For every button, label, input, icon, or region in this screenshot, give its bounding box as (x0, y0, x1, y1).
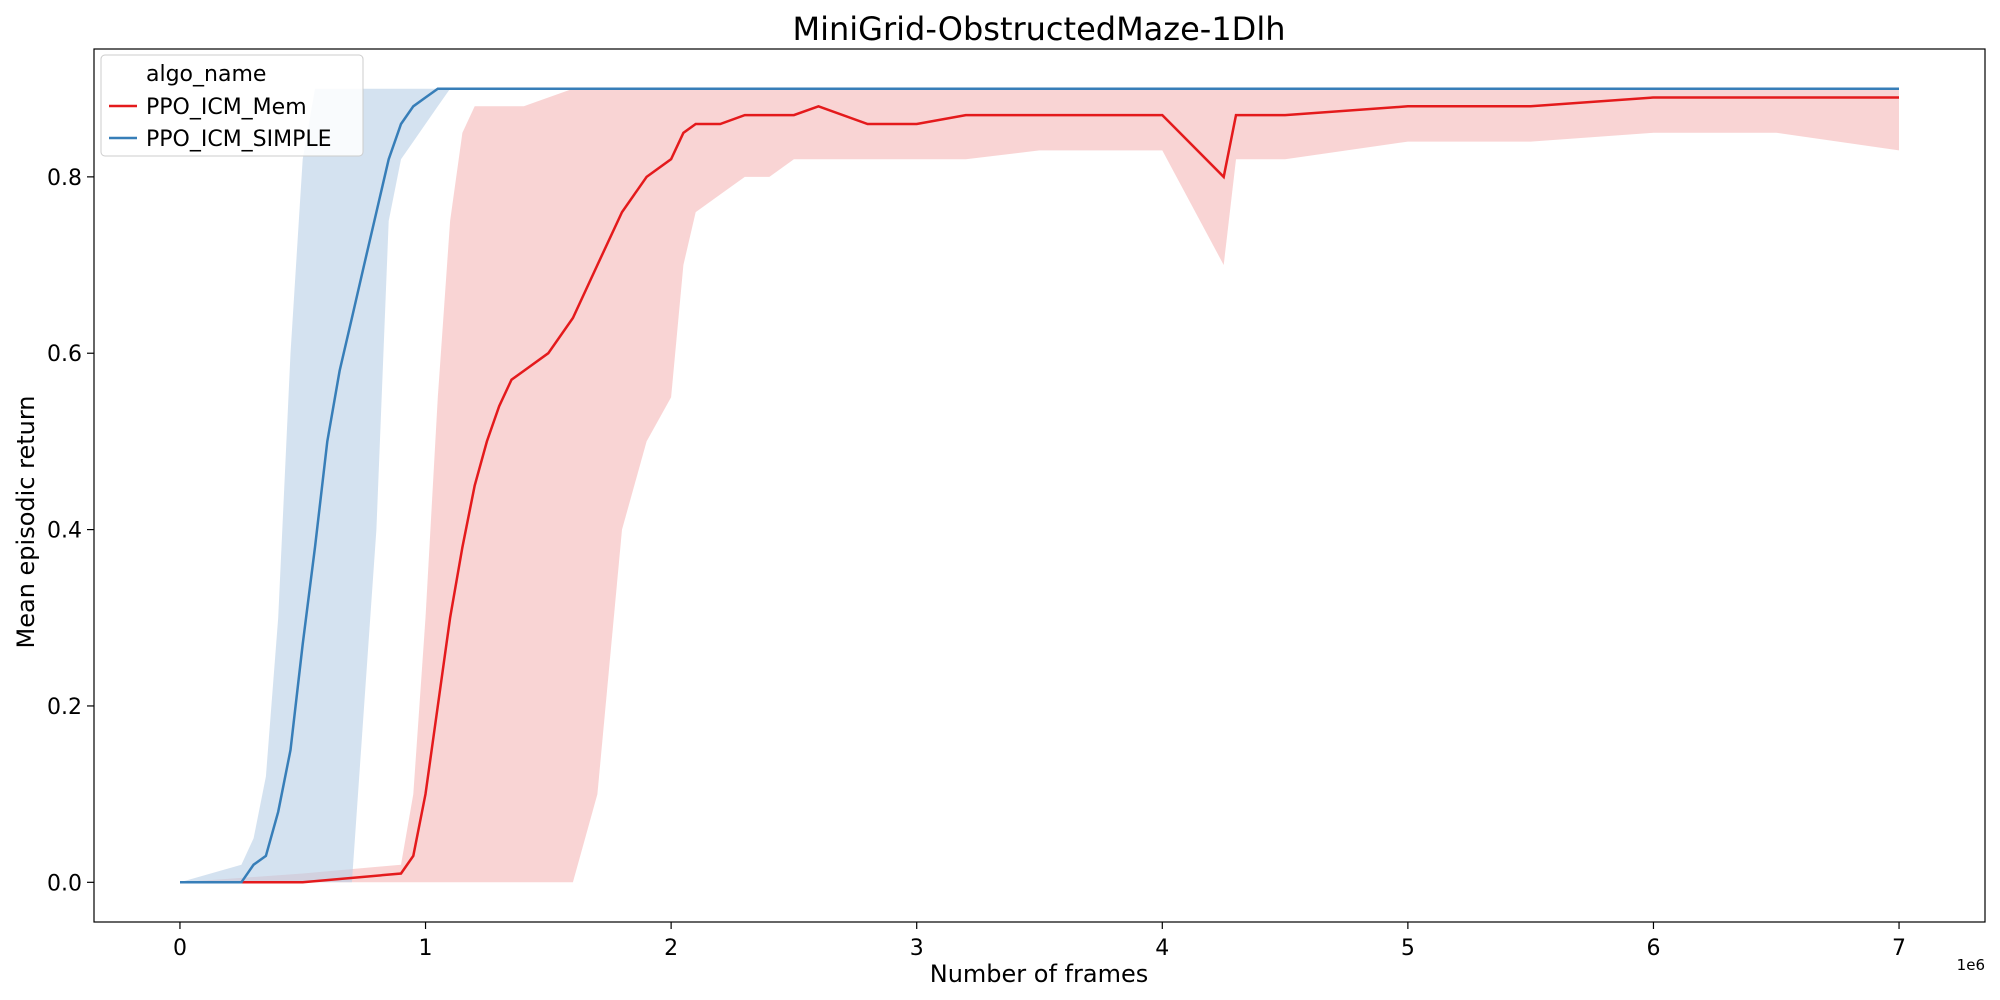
x-tick-label: 0 (173, 936, 187, 961)
legend: algo_name PPO_ICM_Mem PPO_ICM_SIMPLE (100, 54, 364, 157)
x-tick-label: 4 (1155, 936, 1169, 961)
confidence-band-1 (180, 88, 1899, 883)
series-line-0 (180, 96, 1899, 884)
y-tick-label: 0.6 (47, 342, 82, 367)
x-tick-label: 6 (1646, 936, 1660, 961)
y-tick-label: 0.0 (47, 871, 82, 896)
x-axis-offset-label: 1e6 (1957, 956, 1985, 974)
plot-area (180, 87, 1899, 884)
series-line-1 (180, 87, 1899, 884)
axes-frame (93, 48, 1986, 923)
y-tick-label: 0.4 (47, 519, 82, 544)
axes: 0 1 2 3 4 5 6 7 0.0 0.2 0.4 0.6 0.8 (47, 48, 1986, 961)
legend-title: algo_name (146, 62, 266, 87)
y-axis-label: Mean episodic return (12, 396, 40, 649)
x-tick-label: 2 (664, 936, 678, 961)
x-tick-label: 7 (1892, 936, 1906, 961)
chart-title: MiniGrid-ObstructedMaze-1Dlh (793, 10, 1286, 48)
confidence-band-0 (180, 88, 1899, 883)
x-axis-label: Number of frames (930, 960, 1148, 988)
y-tick-label: 0.2 (47, 695, 82, 720)
x-tick-label: 3 (910, 936, 924, 961)
y-tick-label: 0.8 (47, 166, 82, 191)
legend-label-0: PPO_ICM_Mem (146, 95, 307, 120)
x-tick-label: 1 (419, 936, 433, 961)
x-tick-label: 5 (1401, 936, 1415, 961)
legend-box (100, 54, 364, 157)
legend-label-1: PPO_ICM_SIMPLE (146, 127, 332, 152)
